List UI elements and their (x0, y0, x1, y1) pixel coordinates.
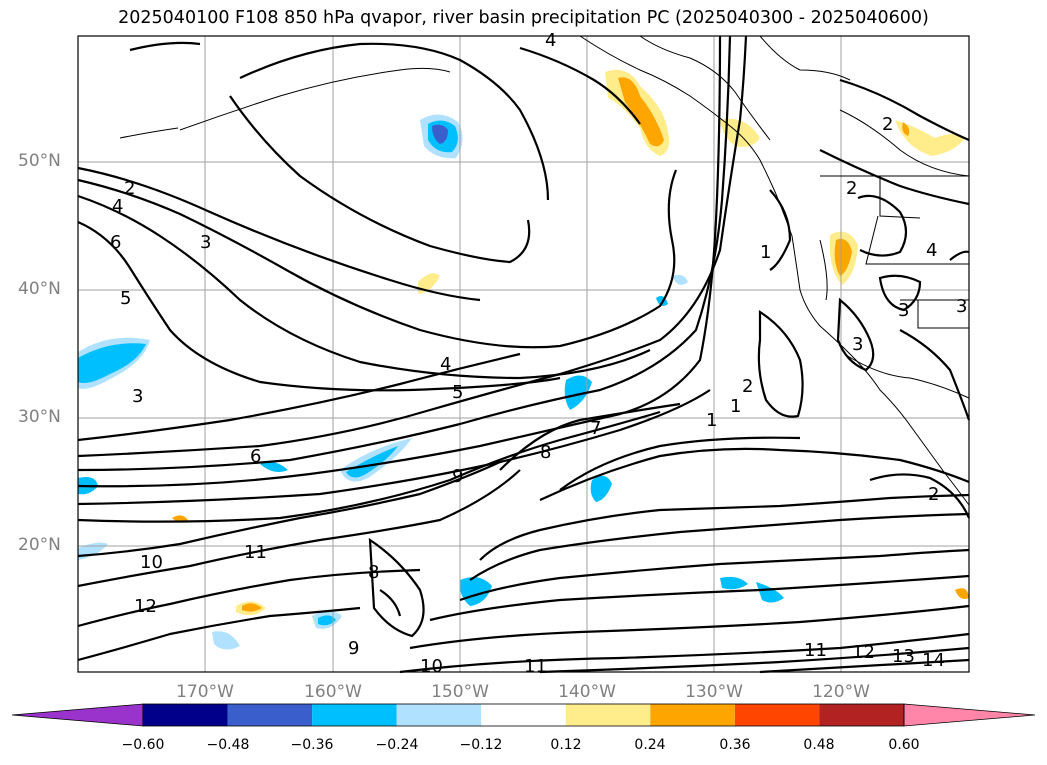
contour-label: 6 (110, 232, 121, 253)
contour-label: 14 (922, 650, 945, 671)
contour-label: 9 (348, 638, 359, 659)
colorbar-tick-label: 0.36 (719, 737, 751, 753)
contour-label: 6 (250, 446, 261, 467)
contour-label-group: 4 2 4 6 3 5 3 4 5 6 9 8 7 10 11 12 8 9 1… (110, 30, 967, 677)
lon-label: 170°W (176, 682, 234, 702)
lon-label: 140°W (558, 682, 616, 702)
lat-label: 50°N (18, 151, 61, 171)
lon-label: 120°W (812, 682, 870, 702)
contour-label: 8 (540, 442, 551, 463)
lat-label: 30°N (18, 407, 61, 427)
contour-label: 3 (200, 232, 211, 253)
contour-lines (77, 35, 971, 674)
contour-label: 2 (882, 114, 893, 135)
map-frame (77, 35, 970, 673)
lat-label: 40°N (18, 279, 61, 299)
contour-label: 5 (120, 288, 131, 309)
contour-label: 10 (140, 552, 163, 573)
contour-label: 12 (134, 596, 157, 617)
contour-label: 2 (928, 484, 939, 505)
coastlines (119, 35, 970, 506)
contour-label: 2 (846, 178, 857, 199)
lat-label: 20°N (18, 535, 61, 555)
colorbar-tick-label: 0.60 (888, 737, 920, 753)
colorbar-tick-label: 0.12 (550, 737, 582, 753)
map-title: 2025040100 F108 850 hPa qvapor, river ba… (118, 8, 929, 28)
contour-label: 12 (852, 642, 875, 663)
colorbar-tick-label: 0.24 (634, 737, 666, 753)
colorbar-tick-label: −0.24 (375, 737, 419, 753)
colorbar-tick-label: 0.48 (803, 737, 835, 753)
contour-label: 1 (706, 410, 717, 431)
contour-label: 4 (926, 240, 937, 261)
precip-shading (78, 69, 969, 650)
contour-label: 1 (730, 396, 741, 417)
contour-label: 11 (804, 640, 827, 661)
contour-label: 3 (898, 300, 909, 321)
contour-label: 11 (524, 656, 547, 677)
colorbar-tick-label: −0.48 (206, 737, 250, 753)
contour-label: 3 (852, 334, 863, 355)
contour-label: 3 (956, 296, 967, 317)
contour-label: 5 (452, 382, 463, 403)
contour-label: 3 (132, 386, 143, 407)
lon-label: 130°W (685, 682, 743, 702)
lon-label: 150°W (431, 682, 489, 702)
contour-label: 13 (892, 646, 915, 667)
contour-label: 7 (590, 418, 601, 439)
contour-label: 2 (124, 178, 135, 199)
contour-label: 4 (545, 30, 556, 51)
contour-label: 4 (440, 354, 451, 375)
contour-label: 11 (244, 542, 267, 563)
contour-label: 1 (760, 242, 771, 263)
contour-label: 8 (368, 562, 379, 583)
colorbar-tick-label: −0.60 (121, 737, 165, 753)
contour-label: 2 (742, 376, 753, 397)
gridlines (78, 36, 969, 672)
colorbar-tick-label: −0.12 (459, 737, 503, 753)
contour-label: 9 (452, 466, 463, 487)
contour-label: 10 (420, 656, 443, 677)
colorbar-tick-label: −0.36 (290, 737, 334, 753)
lon-label: 160°W (304, 682, 362, 702)
contour-label: 4 (112, 196, 123, 217)
